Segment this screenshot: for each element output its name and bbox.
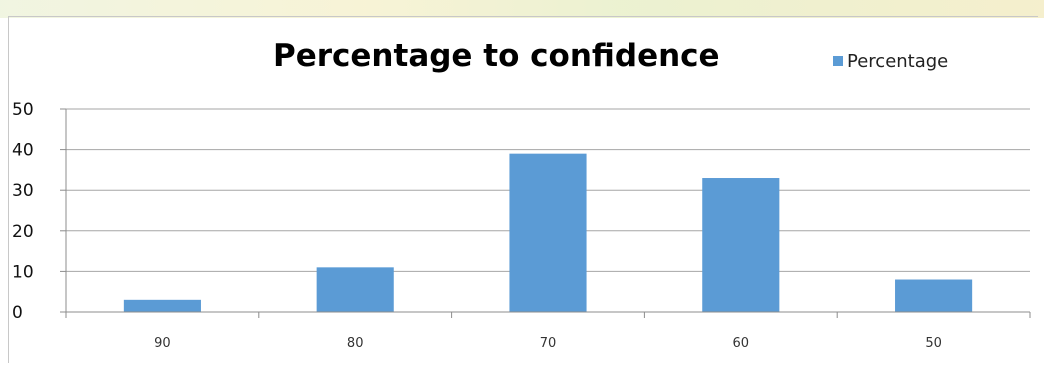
legend-label-percentage: Percentage: [847, 50, 949, 72]
axes: [60, 108, 1031, 318]
y-tick-label: 40: [12, 141, 34, 161]
chart-legend: Percentage: [833, 50, 948, 72]
x-tick-label: 60: [733, 336, 750, 351]
bar-60: [702, 178, 780, 312]
y-tick-label: 0: [12, 303, 23, 323]
legend-swatch: [833, 56, 843, 66]
x-tick-labels: 90 80 70 60 50: [154, 336, 942, 351]
y-tick-label: 50: [12, 100, 34, 120]
bar-90: [123, 299, 201, 312]
x-tick-label: 70: [540, 336, 557, 351]
y-tick-label: 20: [12, 222, 34, 242]
background-watermark-strip: [0, 0, 1044, 18]
y-tick-label: 30: [12, 181, 34, 201]
x-tick-label: 80: [347, 336, 364, 351]
x-tick-label: 50: [925, 336, 942, 351]
bar-70: [509, 153, 587, 312]
chart-title: Percentage to confidence: [273, 38, 720, 74]
y-tick-labels: 0 10 20 30 40 50: [12, 100, 34, 323]
x-tick-label: 90: [154, 336, 171, 351]
y-tick-label: 10: [12, 262, 34, 282]
bars: [123, 153, 973, 312]
bar-50: [895, 279, 973, 312]
bar-80: [316, 267, 394, 312]
chart-frame: [8, 16, 1038, 363]
